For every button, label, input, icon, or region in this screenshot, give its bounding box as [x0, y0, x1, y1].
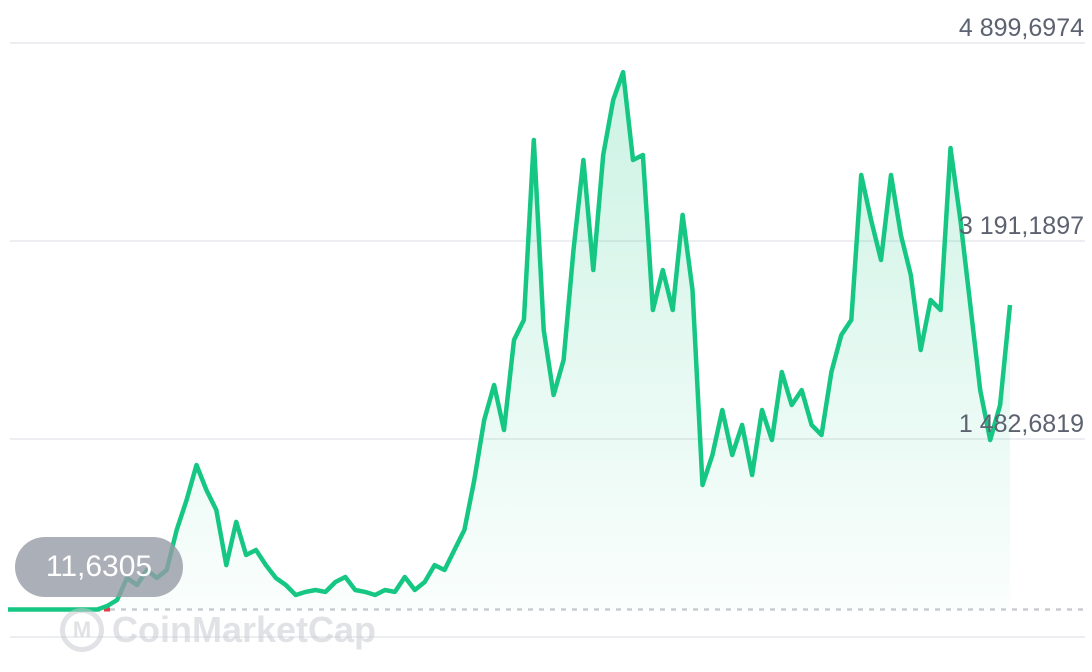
baseline-price-badge: 11,6305: [15, 537, 183, 597]
price-area-fill: [8, 72, 1010, 610]
y-tick-label: 1 482,6819: [958, 410, 1084, 438]
y-tick-label: 4 899,6974: [958, 14, 1084, 42]
coinmarketcap-logo-icon: M: [60, 608, 104, 652]
y-tick-label: 3 191,1897: [958, 212, 1084, 240]
watermark-text: CoinMarketCap: [112, 609, 377, 650]
price-line: [8, 69, 1013, 612]
coinmarketcap-watermark: M CoinMarketCap: [60, 608, 376, 652]
